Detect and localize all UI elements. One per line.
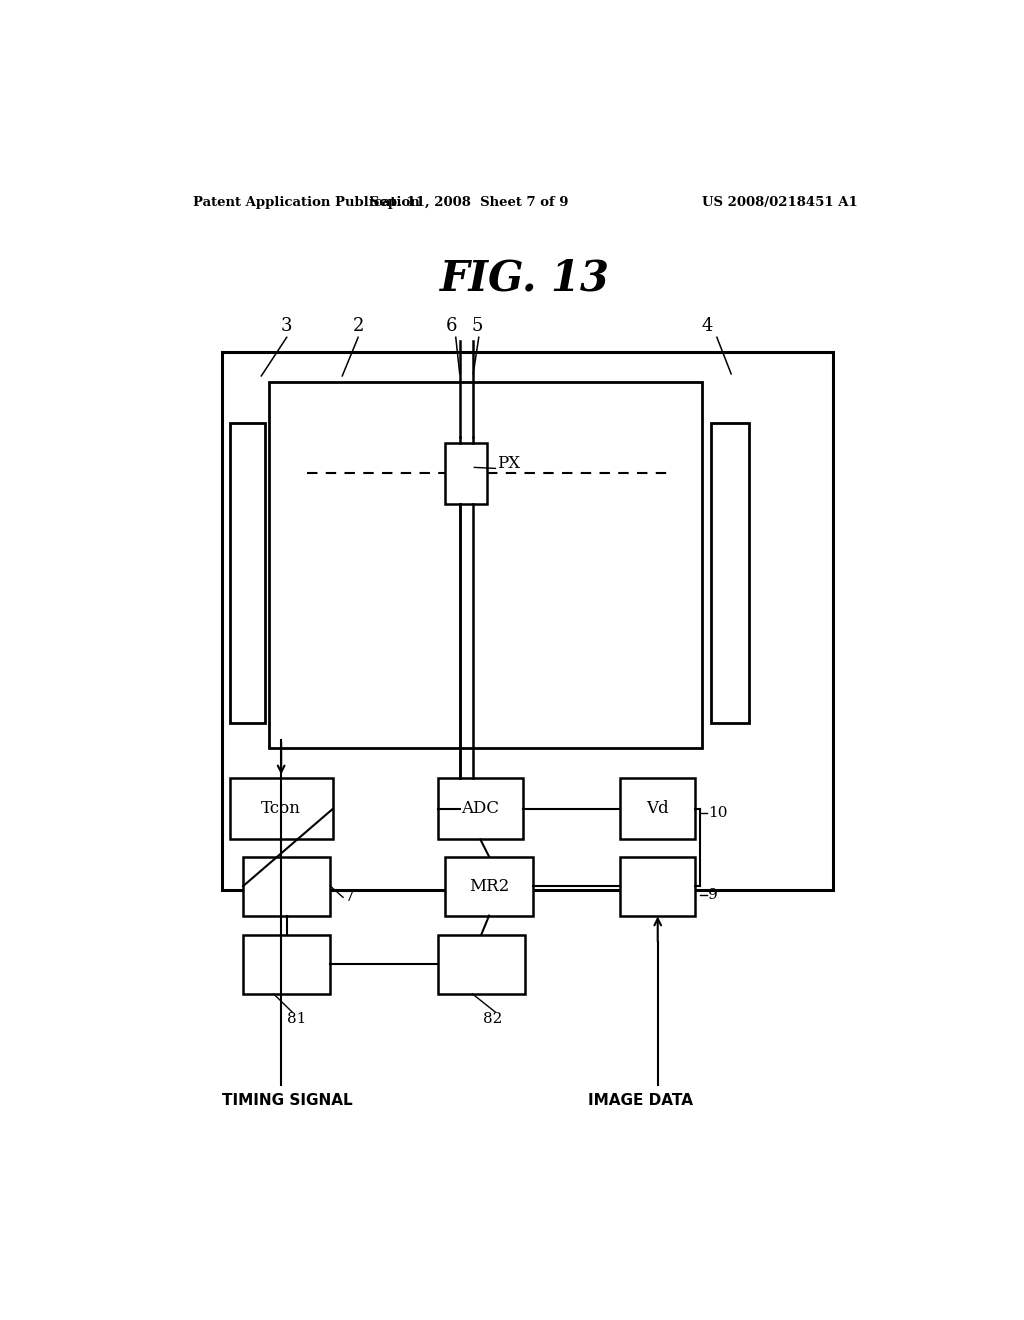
- Text: Vd: Vd: [646, 800, 669, 817]
- Bar: [243, 935, 331, 994]
- Text: ADC: ADC: [462, 800, 500, 817]
- Text: 2: 2: [352, 317, 364, 335]
- Text: FIG. 13: FIG. 13: [439, 257, 610, 300]
- Bar: [437, 779, 523, 840]
- Text: 9: 9: [709, 888, 718, 903]
- Bar: [269, 381, 701, 748]
- Text: 81: 81: [288, 1012, 307, 1026]
- Text: 4: 4: [701, 317, 713, 335]
- Text: MR2: MR2: [469, 878, 509, 895]
- Bar: [445, 444, 486, 504]
- Text: 7: 7: [345, 890, 354, 904]
- Text: PX: PX: [497, 455, 520, 471]
- Bar: [620, 857, 695, 916]
- Text: IMAGE DATA: IMAGE DATA: [588, 1093, 693, 1107]
- Bar: [437, 935, 524, 994]
- Bar: [221, 351, 833, 890]
- Bar: [620, 779, 695, 840]
- Bar: [243, 857, 331, 916]
- Bar: [712, 422, 750, 722]
- Bar: [229, 779, 333, 840]
- Text: Tcon: Tcon: [261, 800, 301, 817]
- Bar: [229, 422, 265, 722]
- Text: Patent Application Publication: Patent Application Publication: [194, 195, 420, 209]
- Text: 10: 10: [709, 807, 728, 820]
- Text: 6: 6: [446, 317, 458, 335]
- Text: TIMING SIGNAL: TIMING SIGNAL: [221, 1093, 352, 1107]
- Text: 3: 3: [281, 317, 293, 335]
- Text: US 2008/0218451 A1: US 2008/0218451 A1: [702, 195, 858, 209]
- Bar: [445, 857, 532, 916]
- Text: 5: 5: [471, 317, 483, 335]
- Text: Sep. 11, 2008  Sheet 7 of 9: Sep. 11, 2008 Sheet 7 of 9: [370, 195, 568, 209]
- Text: 82: 82: [483, 1012, 503, 1026]
